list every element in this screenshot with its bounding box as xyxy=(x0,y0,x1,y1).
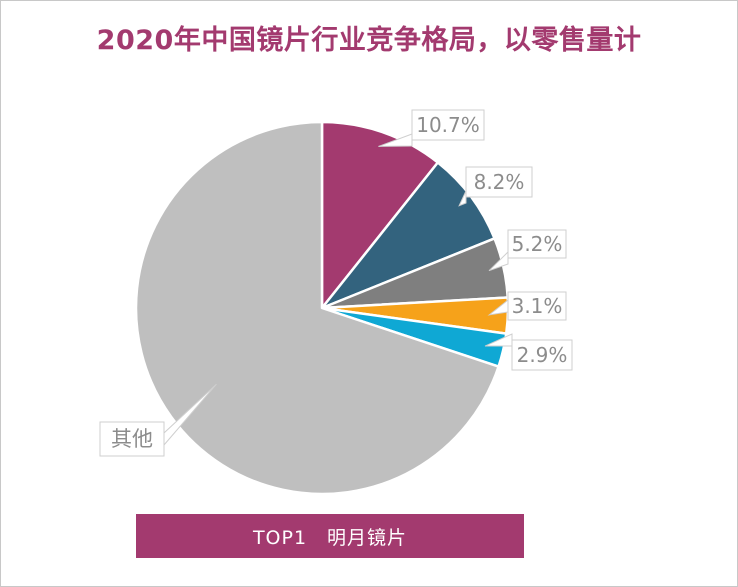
data-label: 10.7% xyxy=(416,113,480,137)
callout-box xyxy=(465,166,533,198)
data-label: 2.9% xyxy=(517,343,568,367)
chart-title: 2020年中国镜片行业竞争格局，以零售量计 xyxy=(96,25,642,56)
callout-box xyxy=(511,339,573,371)
data-label: 3.1% xyxy=(512,294,563,318)
callout-box xyxy=(99,421,165,457)
top1-banner: TOP1 明月镜片 xyxy=(136,514,524,558)
data-label: 5.2% xyxy=(512,232,563,256)
pie-slice xyxy=(134,120,500,496)
data-label: 其他 xyxy=(111,427,153,451)
callout-box xyxy=(411,109,485,141)
pie-slice xyxy=(320,120,440,310)
data-label: 8.2% xyxy=(474,170,525,194)
callout-box xyxy=(507,229,567,259)
callout-box xyxy=(507,291,567,321)
